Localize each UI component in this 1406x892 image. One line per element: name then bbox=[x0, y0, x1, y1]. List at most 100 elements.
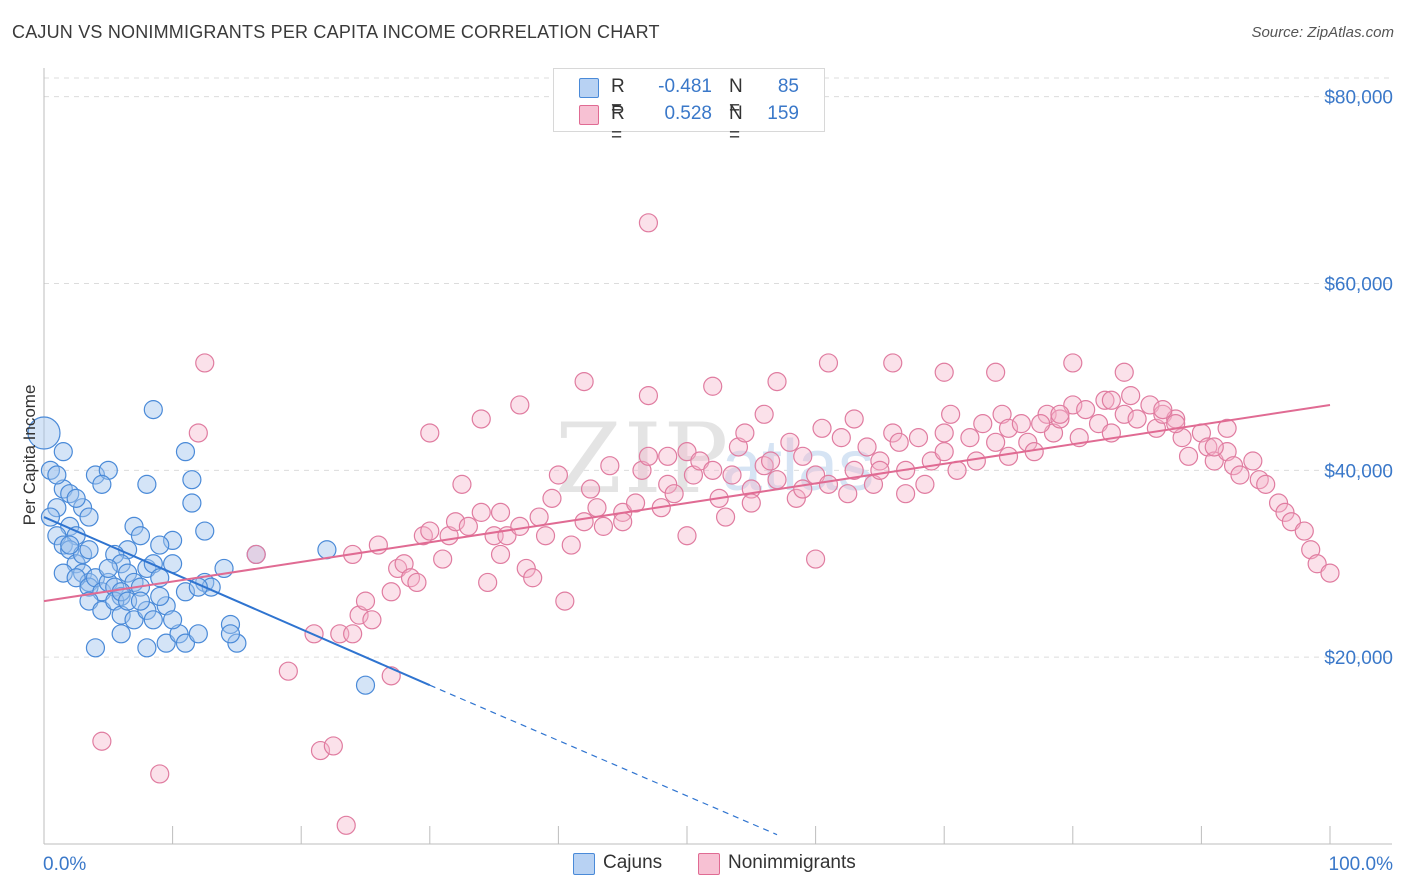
nonimmigrant-point bbox=[658, 474, 678, 494]
cajun-point bbox=[53, 563, 73, 583]
cajun-point bbox=[188, 624, 208, 644]
nonimmigrant-point bbox=[1230, 465, 1250, 485]
nonimmigrant-point bbox=[805, 549, 826, 569]
nonimmigrant-point bbox=[445, 512, 466, 532]
nonimmigrant-point bbox=[703, 376, 723, 396]
cajun-point bbox=[175, 582, 196, 602]
nonimmigrant-point bbox=[638, 386, 659, 406]
cajun-n-value: 85 bbox=[777, 76, 799, 97]
cajun-point bbox=[53, 442, 73, 462]
trend-lines bbox=[43, 403, 1331, 836]
cajun-point bbox=[355, 675, 376, 695]
cajun-point bbox=[182, 493, 202, 513]
nonimmigrant-point bbox=[336, 815, 356, 835]
nonimmigrant-point bbox=[658, 446, 678, 466]
cajuns-legend-swatch bbox=[573, 853, 595, 875]
nonimmigrant-point bbox=[381, 666, 401, 686]
x-tick-label-max: 100.0% bbox=[1329, 854, 1394, 875]
nonimmigrants-n-label: N = bbox=[729, 103, 743, 146]
nonimmigrant-point bbox=[490, 502, 511, 522]
cajun-point bbox=[137, 474, 157, 494]
nonimmigrant-point bbox=[1153, 404, 1173, 424]
nonimmigrant-point bbox=[1043, 423, 1064, 443]
nonimmigrant-point bbox=[786, 488, 806, 508]
nonimmigrant-point bbox=[1127, 409, 1147, 429]
nonimmigrant-point bbox=[947, 460, 967, 480]
nonimmigrant-point bbox=[1275, 502, 1295, 522]
nonimmigrant-point bbox=[818, 474, 839, 494]
nonimmigrant-point bbox=[323, 736, 343, 756]
nonimmigrant-point bbox=[683, 465, 704, 485]
cajun-point bbox=[92, 474, 112, 494]
cajun-point bbox=[60, 540, 80, 560]
nonimmigrant-point bbox=[1294, 521, 1314, 541]
nonimmigrants-legend-swatch bbox=[698, 853, 720, 875]
nonimmigrants-n-value: 159 bbox=[767, 103, 799, 124]
nonimmigrant-point bbox=[593, 516, 614, 536]
nonimmigrant-point bbox=[1281, 512, 1302, 532]
nonimmigrant-point bbox=[986, 362, 1006, 382]
nonimmigrant-point bbox=[1063, 353, 1083, 373]
cajuns-legend-label: Cajuns bbox=[603, 852, 663, 873]
nonimmigrant-point bbox=[941, 404, 961, 424]
nonimmigrant-point bbox=[433, 549, 453, 569]
y-tick-label: $80,000 bbox=[1324, 88, 1393, 109]
nonimmigrant-point bbox=[587, 498, 607, 518]
nonimmigrant-point bbox=[478, 572, 498, 593]
nonimmigrant-points bbox=[92, 213, 1340, 835]
nonimmigrant-point bbox=[394, 554, 414, 574]
cajun-point bbox=[137, 638, 157, 658]
nonimmigrant-point bbox=[992, 404, 1012, 424]
nonimmigrant-point bbox=[529, 507, 549, 527]
cajun-point bbox=[175, 442, 196, 462]
nonimmigrant-point bbox=[638, 446, 659, 466]
cajun-point bbox=[130, 591, 151, 611]
nonimmigrant-point bbox=[490, 544, 511, 565]
nonimmigrant-point bbox=[92, 731, 112, 751]
nonimmigrant-point bbox=[510, 395, 530, 415]
nonimmigrants-r-label: R = bbox=[611, 103, 625, 146]
nonimmigrant-point bbox=[1256, 474, 1276, 494]
nonimmigrant-point bbox=[754, 404, 774, 424]
nonimmigrant-point bbox=[728, 437, 749, 457]
cajun-swatch bbox=[579, 78, 599, 98]
nonimmigrant-point bbox=[1217, 442, 1237, 462]
cajun-point bbox=[220, 624, 241, 644]
nonimmigrant-point bbox=[818, 353, 839, 373]
cajun-point bbox=[117, 563, 138, 583]
nonimmigrant-point bbox=[793, 446, 813, 466]
nonimmigrant-point bbox=[471, 409, 491, 429]
nonimmigrant-point bbox=[580, 479, 601, 499]
nonimmigrant-point bbox=[1114, 404, 1134, 424]
cajun-point bbox=[98, 460, 118, 480]
cajun-point bbox=[27, 416, 61, 450]
nonimmigrant-point bbox=[973, 414, 993, 434]
nonimmigrant-point bbox=[452, 474, 472, 494]
nonimmigrant-point bbox=[1268, 493, 1289, 513]
nonimmigrant-point bbox=[1223, 456, 1244, 476]
cajun-point bbox=[227, 633, 247, 653]
cajun-point bbox=[182, 470, 202, 490]
nonimmigrant-point bbox=[690, 451, 710, 471]
x-tick-label-min: 0.0% bbox=[43, 854, 86, 875]
nonimmigrant-trend-line bbox=[43, 403, 1331, 603]
nonimmigrant-point bbox=[857, 437, 877, 457]
nonimmigrant-point bbox=[735, 423, 755, 443]
nonimmigrant-point bbox=[150, 764, 170, 784]
cajun-point bbox=[111, 554, 131, 574]
cajun-point bbox=[143, 610, 163, 630]
nonimmigrant-point bbox=[966, 451, 986, 471]
nonimmigrant-point bbox=[1076, 400, 1096, 420]
nonimmigrant-point bbox=[613, 512, 633, 532]
cajun-point bbox=[163, 530, 183, 551]
nonimmigrant-point bbox=[1101, 390, 1121, 410]
nonimmigrants-swatch bbox=[579, 105, 599, 125]
cajun-point bbox=[111, 582, 131, 602]
cajun-point bbox=[124, 610, 144, 630]
cajun-point bbox=[137, 600, 157, 621]
nonimmigrant-point bbox=[986, 432, 1006, 452]
nonimmigrant-point bbox=[664, 484, 684, 504]
cajun-point bbox=[79, 591, 99, 611]
nonimmigrant-point bbox=[934, 362, 954, 382]
nonimmigrant-point bbox=[1198, 437, 1218, 457]
